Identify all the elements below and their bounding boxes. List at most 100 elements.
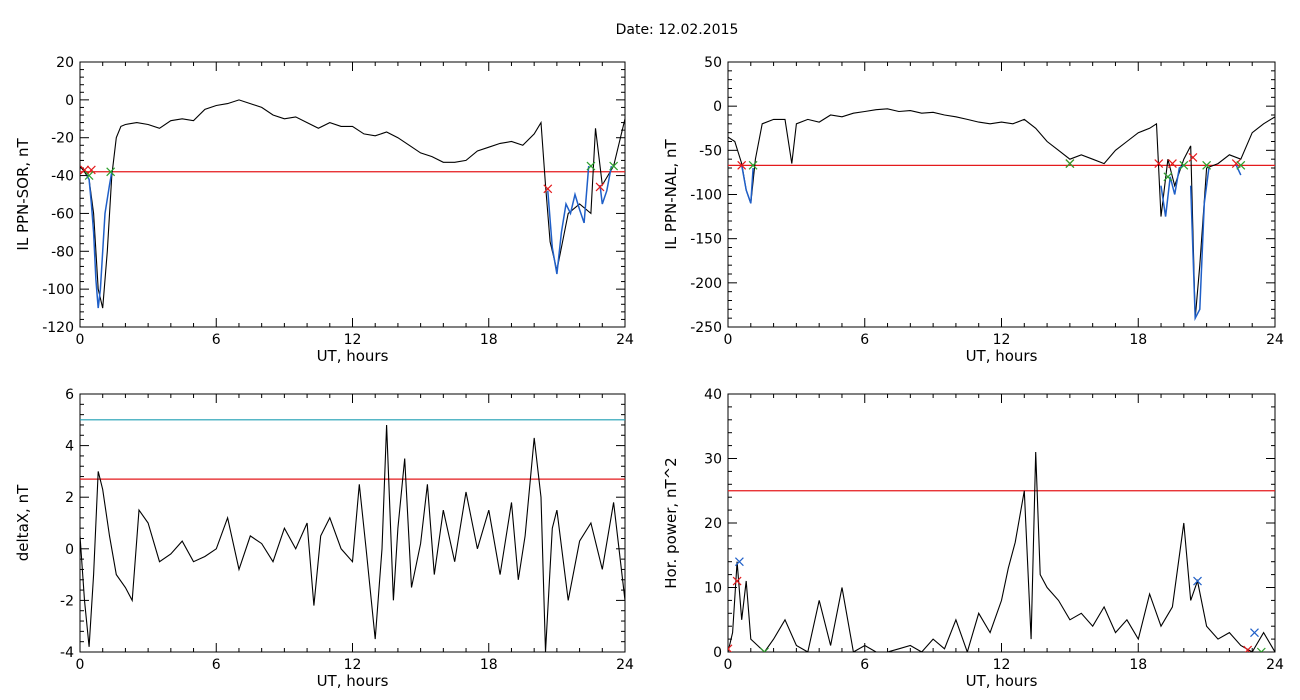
marker-stroke xyxy=(1244,645,1253,652)
event-segment-line xyxy=(547,166,590,275)
y-tick-label: 40 xyxy=(704,387,722,403)
event-marker xyxy=(728,644,733,652)
event-marker xyxy=(80,165,89,175)
x-tick-label: 12 xyxy=(993,332,1011,348)
x-axis-label: UT, hours xyxy=(317,672,389,690)
y-tick-label: -150 xyxy=(690,232,722,248)
marker-stroke xyxy=(732,576,742,586)
y-axis-label: IL PPN-NAL, nT xyxy=(662,139,680,250)
marker-stroke xyxy=(1193,576,1202,586)
x-tick-label: 12 xyxy=(344,332,362,348)
chart-panel-4: 0 6 12 18 24 40 30 20 10 0 UT, hours Hor. power, nT… xyxy=(662,387,1284,690)
marker-stroke xyxy=(1256,647,1263,652)
x-tick-label: 0 xyxy=(76,332,85,348)
marker-stroke xyxy=(1202,160,1212,170)
y-tick-label: -100 xyxy=(42,282,74,298)
event-segment-line xyxy=(1189,167,1210,322)
chart-panel-1: 0 6 12 18 24 20 0 -20 -40 -60 -80 -100 -120 UT, hours… xyxy=(14,55,634,365)
x-tick-label: 24 xyxy=(1266,657,1284,673)
event-marker xyxy=(1065,159,1075,169)
x-axis-label: UT, hours xyxy=(317,347,389,365)
y-tick-label: 20 xyxy=(56,55,74,71)
y-tick-label: -2 xyxy=(60,593,74,609)
marker-stroke xyxy=(737,160,747,170)
marker-stroke xyxy=(1250,628,1259,638)
event-marker xyxy=(86,165,96,175)
event-marker xyxy=(1154,159,1164,169)
y-tick-label: 30 xyxy=(704,452,722,468)
x-tick-label: 6 xyxy=(212,332,221,348)
marker-stroke xyxy=(748,160,758,170)
x-tick-label: 24 xyxy=(616,657,634,673)
plot-area xyxy=(80,419,625,652)
x-tick-label: 0 xyxy=(76,657,85,673)
y-tick-label: 0 xyxy=(713,645,722,661)
marker-stroke xyxy=(84,171,94,180)
y-tick-label: -80 xyxy=(51,244,74,260)
event-marker xyxy=(1236,160,1246,170)
marker-stroke xyxy=(760,647,766,652)
event-marker xyxy=(737,160,747,170)
marker-stroke xyxy=(586,161,596,171)
x-tick-label: 12 xyxy=(344,657,362,673)
y-axis-label: Hor. power, nT^2 xyxy=(662,457,680,588)
event-marker xyxy=(1163,172,1173,182)
marker-stroke xyxy=(595,182,605,192)
event-segment-line xyxy=(1235,164,1242,176)
y-tick-label: -40 xyxy=(51,169,74,185)
event-marker xyxy=(1188,152,1198,162)
marker-stroke xyxy=(1231,159,1241,169)
marker-stroke xyxy=(106,167,116,177)
event-marker xyxy=(760,647,769,652)
event-marker xyxy=(106,167,116,177)
main-series-line xyxy=(80,424,625,652)
event-marker xyxy=(748,160,758,170)
event-marker xyxy=(1179,160,1189,170)
marker-stroke xyxy=(728,647,733,652)
y-tick-label: 2 xyxy=(65,490,74,506)
marker-stroke xyxy=(1154,159,1164,169)
event-marker xyxy=(84,171,94,180)
marker-stroke xyxy=(1168,159,1177,169)
x-tick-label: 6 xyxy=(212,657,221,673)
marker-stroke xyxy=(80,165,89,175)
x-tick-label: 24 xyxy=(1266,332,1284,348)
event-segment-line xyxy=(599,165,613,205)
event-marker xyxy=(586,161,596,171)
event-marker xyxy=(1202,160,1212,170)
x-tick-label: 18 xyxy=(480,657,498,673)
marker-stroke xyxy=(1065,159,1075,169)
event-marker xyxy=(1256,647,1266,652)
marker-stroke xyxy=(543,184,553,194)
x-tick-label: 6 xyxy=(860,657,869,673)
marker-stroke xyxy=(1260,647,1266,652)
event-segment-line xyxy=(1160,164,1185,217)
y-tick-label: 0 xyxy=(65,542,74,558)
y-tick-label: -4 xyxy=(60,645,74,661)
y-tick-label: 0 xyxy=(65,93,74,109)
x-tick-label: 12 xyxy=(993,657,1011,673)
y-tick-label: -120 xyxy=(42,320,74,336)
x-axis-label: UT, hours xyxy=(966,672,1038,690)
x-tick-label: 18 xyxy=(1129,332,1147,348)
plot-area xyxy=(728,108,1275,322)
plot-area xyxy=(80,99,625,309)
figure-title: Date: 12.02.2015 xyxy=(616,22,739,38)
x-axis-label: UT, hours xyxy=(966,347,1038,365)
x-tick-label: 24 xyxy=(616,332,634,348)
chart-panel-2: 0 6 12 18 24 50 0 -50 -100 -150 -200 -250 UT, hours I… xyxy=(662,55,1284,365)
event-marker xyxy=(1243,645,1253,652)
y-tick-label: -250 xyxy=(690,320,722,336)
plot-frame xyxy=(727,393,1276,653)
plot-area xyxy=(728,451,1275,652)
x-tick-label: 6 xyxy=(860,332,869,348)
marker-stroke xyxy=(1236,160,1246,170)
marker-stroke xyxy=(763,647,769,652)
y-tick-label: 50 xyxy=(704,55,722,71)
y-axis-label: IL PPN-SOR, nT xyxy=(14,138,32,251)
event-marker xyxy=(1250,628,1259,638)
x-tick-label: 18 xyxy=(480,332,498,348)
y-axis-label: deltaX, nT xyxy=(14,484,32,561)
